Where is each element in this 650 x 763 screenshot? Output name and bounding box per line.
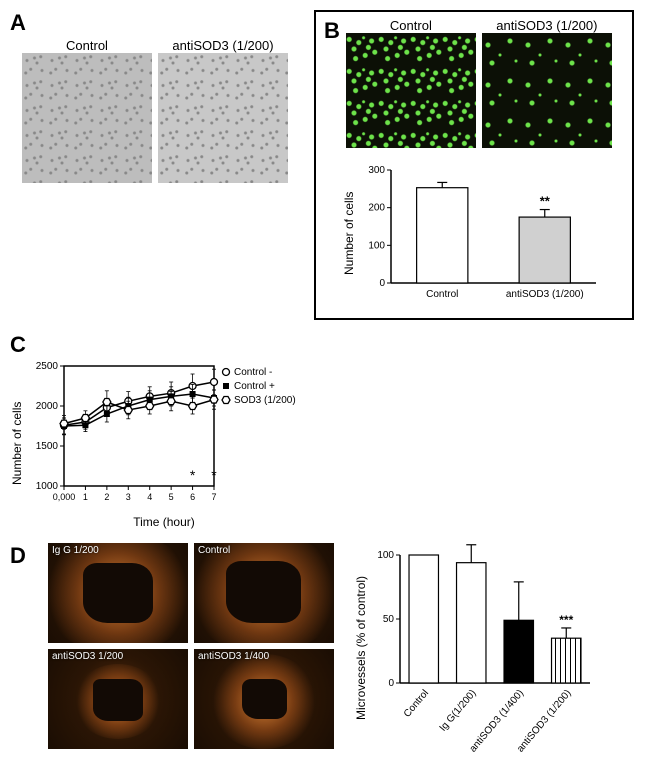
svg-text:100: 100	[368, 240, 385, 251]
panel-d-img-anti400: antiSOD3 1/400	[194, 649, 334, 749]
panel-a: A Control antiSOD3 (1/200)	[10, 10, 300, 183]
svg-text:antiSOD3 (1/200): antiSOD3 (1/200)	[506, 289, 584, 300]
svg-text:3: 3	[126, 492, 131, 502]
panel-d-img-label-0: Ig G 1/200	[52, 545, 99, 556]
panel-d-img-igg: Ig G 1/200	[48, 543, 188, 643]
panel-d-ylabel: Microvessels (% of control)	[354, 543, 368, 753]
panel-a-cond-1: antiSOD3 (1/200)	[158, 38, 288, 53]
panel-c-line-chart: 1000 1500 2000 2500 0,000 1 2 3 4 5 6 7 Control - Con…	[24, 358, 304, 508]
svg-text:1: 1	[83, 492, 88, 502]
svg-text:200: 200	[368, 203, 385, 214]
svg-text:6: 6	[190, 492, 195, 502]
panel-d-img-label-2: antiSOD3 1/200	[52, 651, 123, 662]
panel-c-xlabel: Time (hour)	[24, 515, 304, 529]
panel-d-img-label-1: Control	[198, 545, 230, 556]
panel-d-chart-wrap: Microvessels (% of control) 0 50 100 Contro…	[354, 543, 640, 753]
svg-text:7: 7	[211, 492, 216, 502]
svg-text:0: 0	[379, 278, 385, 289]
svg-text:2500: 2500	[36, 361, 59, 372]
svg-text:1500: 1500	[36, 441, 59, 452]
svg-text:Control: Control	[426, 289, 458, 300]
panel-d-img-label-3: antiSOD3 1/400	[198, 651, 269, 662]
panel-d-img-anti200: antiSOD3 1/200	[48, 649, 188, 749]
svg-text:1000: 1000	[36, 481, 59, 492]
svg-text:*: *	[190, 467, 196, 483]
svg-text:100: 100	[377, 550, 394, 561]
panel-b-label: B	[324, 18, 340, 44]
svg-text:2: 2	[104, 492, 109, 502]
svg-text:4: 4	[147, 492, 152, 502]
panel-c-label: C	[10, 332, 330, 358]
panel-a-image-antisod3	[158, 53, 288, 183]
panel-c: C Number of cells 10001500200025000,0001…	[10, 332, 330, 529]
panel-c-ylabel: Number of cells	[10, 358, 24, 529]
svg-text:50: 50	[383, 614, 395, 625]
svg-text:***: ***	[559, 613, 573, 627]
svg-text:5: 5	[169, 492, 174, 502]
panel-a-label: A	[10, 10, 300, 36]
panel-d-img-control: Control	[194, 543, 334, 643]
svg-text:Control: Control	[402, 688, 431, 720]
panel-a-image-control	[22, 53, 152, 183]
svg-text:SOD3 (1/200): SOD3 (1/200)	[234, 395, 296, 406]
panel-b-cond-1: antiSOD3 (1/200)	[482, 18, 612, 33]
panel-b-image-antisod3	[482, 33, 612, 148]
svg-text:0: 0	[388, 678, 394, 689]
panel-b-ylabel: Number of cells	[342, 158, 356, 308]
panel-b: B Control antiSOD3 (1/200) Number of cel…	[314, 10, 634, 320]
panel-d-bar-chart: 050100ControlIg G(1/200)antiSOD3 (1/400)…	[368, 543, 598, 753]
panel-b-bar-chart: 0 100 200 300 Control antiSOD3 (1/200) **	[356, 158, 606, 308]
figure-root: A Control antiSOD3 (1/200) B Control	[10, 10, 640, 753]
svg-text:antiSOD3 (1/200): antiSOD3 (1/200)	[515, 688, 573, 755]
svg-text:300: 300	[368, 165, 385, 176]
panel-d-label: D	[10, 543, 28, 569]
svg-text:*: *	[211, 467, 217, 483]
svg-text:2000: 2000	[36, 401, 59, 412]
panel-b-cond-0: Control	[346, 18, 476, 33]
svg-text:0,000: 0,000	[53, 492, 76, 502]
svg-text:**: **	[540, 194, 551, 209]
panel-b-image-control	[346, 33, 476, 148]
panel-a-cond-0: Control	[22, 38, 152, 53]
svg-text:Control -: Control -	[234, 367, 272, 378]
panel-d-images: Ig G 1/200 Control antiSOD3 1/200 antiSO…	[48, 543, 334, 749]
svg-text:Control +: Control +	[234, 381, 275, 392]
svg-text:Ig G(1/200): Ig G(1/200)	[438, 688, 479, 734]
